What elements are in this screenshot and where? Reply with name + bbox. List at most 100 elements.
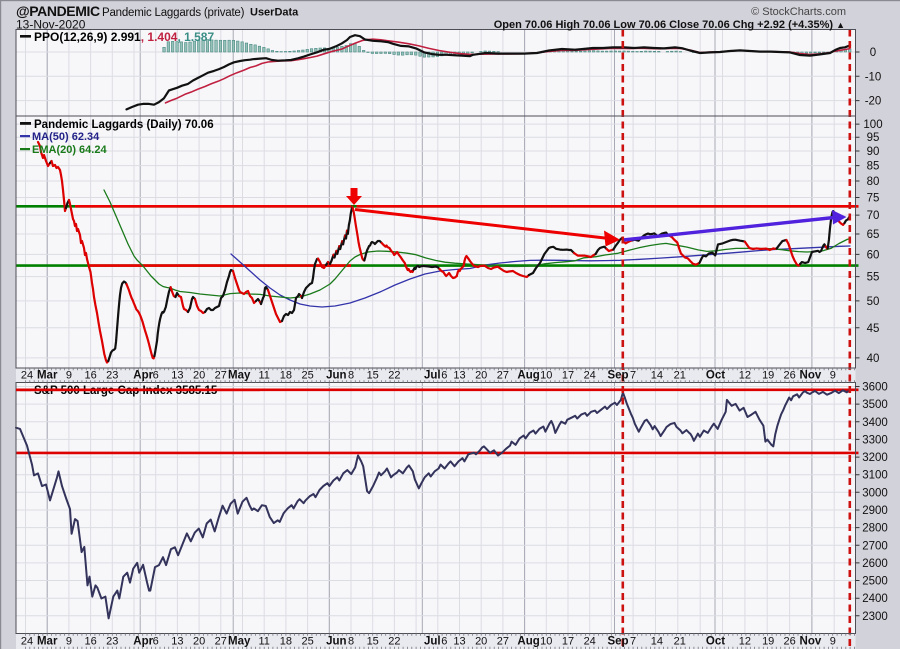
svg-text:Jun: Jun — [326, 370, 346, 382]
svg-text:90: 90 — [867, 146, 880, 158]
svg-text:@PANDEMIC: @PANDEMIC — [16, 3, 100, 19]
svg-text:24: 24 — [21, 370, 33, 382]
svg-text:10: 10 — [540, 370, 552, 382]
svg-text:7: 7 — [630, 636, 636, 648]
svg-text:23: 23 — [106, 636, 118, 648]
svg-text:9: 9 — [830, 370, 836, 382]
svg-text:20: 20 — [475, 370, 487, 382]
svg-text:May: May — [228, 370, 251, 382]
svg-text:Jun: Jun — [326, 636, 346, 648]
svg-text:24: 24 — [21, 636, 33, 648]
svg-text:17: 17 — [562, 370, 574, 382]
svg-text:Aug: Aug — [517, 370, 539, 382]
svg-text:9: 9 — [830, 636, 836, 648]
svg-text:13: 13 — [171, 370, 183, 382]
svg-text:Sep: Sep — [607, 370, 628, 382]
svg-text:18: 18 — [280, 636, 292, 648]
svg-text:6: 6 — [441, 636, 447, 648]
svg-text:Oct: Oct — [706, 370, 725, 382]
svg-text:2400: 2400 — [862, 593, 888, 605]
svg-text:14: 14 — [651, 370, 663, 382]
svg-text:21: 21 — [674, 636, 686, 648]
svg-text:Apr: Apr — [133, 636, 153, 648]
svg-text:24: 24 — [584, 370, 596, 382]
svg-text:Apr: Apr — [133, 370, 153, 382]
svg-text:27: 27 — [215, 370, 227, 382]
svg-text:21: 21 — [674, 370, 686, 382]
svg-text:© StockCharts.com: © StockCharts.com — [751, 6, 846, 18]
svg-text:25: 25 — [301, 636, 313, 648]
svg-text:Pandemic Laggards (private): Pandemic Laggards (private) — [102, 7, 245, 19]
svg-text:6: 6 — [153, 636, 159, 648]
svg-text:80: 80 — [867, 176, 880, 188]
svg-text:24: 24 — [584, 636, 596, 648]
svg-text:Nov: Nov — [800, 636, 822, 648]
svg-text:PPO(12,26,9) 2.991, 1.404, 1.5: PPO(12,26,9) 2.991, 1.404, 1.587 — [34, 30, 214, 44]
svg-text:13: 13 — [171, 636, 183, 648]
svg-text:40: 40 — [867, 353, 880, 365]
svg-text:MA(50) 62.34: MA(50) 62.34 — [32, 131, 100, 143]
svg-text:2300: 2300 — [862, 611, 888, 623]
svg-text:9: 9 — [66, 636, 72, 648]
svg-text:10: 10 — [540, 636, 552, 648]
svg-text:Pandemic Laggards (Daily) 70.0: Pandemic Laggards (Daily) 70.06 — [34, 119, 214, 131]
svg-text:45: 45 — [867, 323, 880, 335]
svg-text:50: 50 — [867, 296, 880, 308]
svg-text:12: 12 — [739, 636, 751, 648]
svg-text:UserData: UserData — [250, 7, 299, 19]
svg-text:14: 14 — [651, 636, 663, 648]
svg-text:16: 16 — [84, 370, 96, 382]
svg-text:27: 27 — [215, 636, 227, 648]
svg-text:19: 19 — [762, 636, 774, 648]
svg-text:55: 55 — [867, 272, 880, 284]
svg-text:2800: 2800 — [862, 523, 888, 535]
svg-text:May: May — [228, 636, 251, 648]
svg-text:-20: -20 — [865, 96, 882, 108]
svg-text:17: 17 — [562, 636, 574, 648]
svg-text:3100: 3100 — [862, 470, 888, 482]
svg-text:27: 27 — [497, 370, 509, 382]
svg-text:23: 23 — [106, 370, 118, 382]
svg-text:18: 18 — [280, 370, 292, 382]
svg-text:Jul: Jul — [424, 636, 441, 648]
svg-text:100: 100 — [863, 119, 882, 131]
svg-text:25: 25 — [301, 370, 313, 382]
svg-text:26: 26 — [783, 636, 795, 648]
svg-text:11: 11 — [258, 370, 269, 382]
svg-text:27: 27 — [497, 636, 509, 648]
svg-text:Mar: Mar — [37, 370, 58, 382]
svg-text:7: 7 — [630, 370, 636, 382]
svg-text:2900: 2900 — [862, 505, 888, 517]
svg-text:3400: 3400 — [862, 417, 888, 429]
svg-text:3200: 3200 — [862, 452, 888, 464]
svg-text:22: 22 — [388, 636, 400, 648]
svg-text:11: 11 — [258, 636, 269, 648]
svg-text:2600: 2600 — [862, 558, 888, 570]
svg-text:3500: 3500 — [862, 399, 888, 411]
svg-text:Aug: Aug — [517, 636, 539, 648]
svg-text:13: 13 — [453, 636, 465, 648]
svg-text:20: 20 — [193, 370, 205, 382]
svg-text:19: 19 — [762, 370, 774, 382]
svg-text:9: 9 — [66, 370, 72, 382]
svg-text:2700: 2700 — [862, 540, 888, 552]
svg-text:6: 6 — [153, 370, 159, 382]
svg-text:65: 65 — [867, 229, 880, 241]
svg-text:3000: 3000 — [862, 487, 888, 499]
svg-text:85: 85 — [867, 161, 880, 173]
svg-text:22: 22 — [388, 370, 400, 382]
svg-text:13-Nov-2020: 13-Nov-2020 — [16, 18, 86, 32]
svg-text:Oct: Oct — [706, 636, 725, 648]
svg-text:8: 8 — [348, 636, 354, 648]
svg-text:12: 12 — [739, 370, 751, 382]
svg-text:15: 15 — [367, 370, 379, 382]
svg-text:3600: 3600 — [862, 382, 888, 394]
svg-text:20: 20 — [475, 636, 487, 648]
svg-text:60: 60 — [867, 249, 880, 261]
svg-text:70: 70 — [867, 210, 880, 222]
svg-text:75: 75 — [867, 193, 880, 205]
svg-text:8: 8 — [348, 370, 354, 382]
svg-text:EMA(20) 64.24: EMA(20) 64.24 — [32, 144, 107, 156]
svg-text:-10: -10 — [865, 71, 882, 83]
svg-text:26: 26 — [783, 370, 795, 382]
